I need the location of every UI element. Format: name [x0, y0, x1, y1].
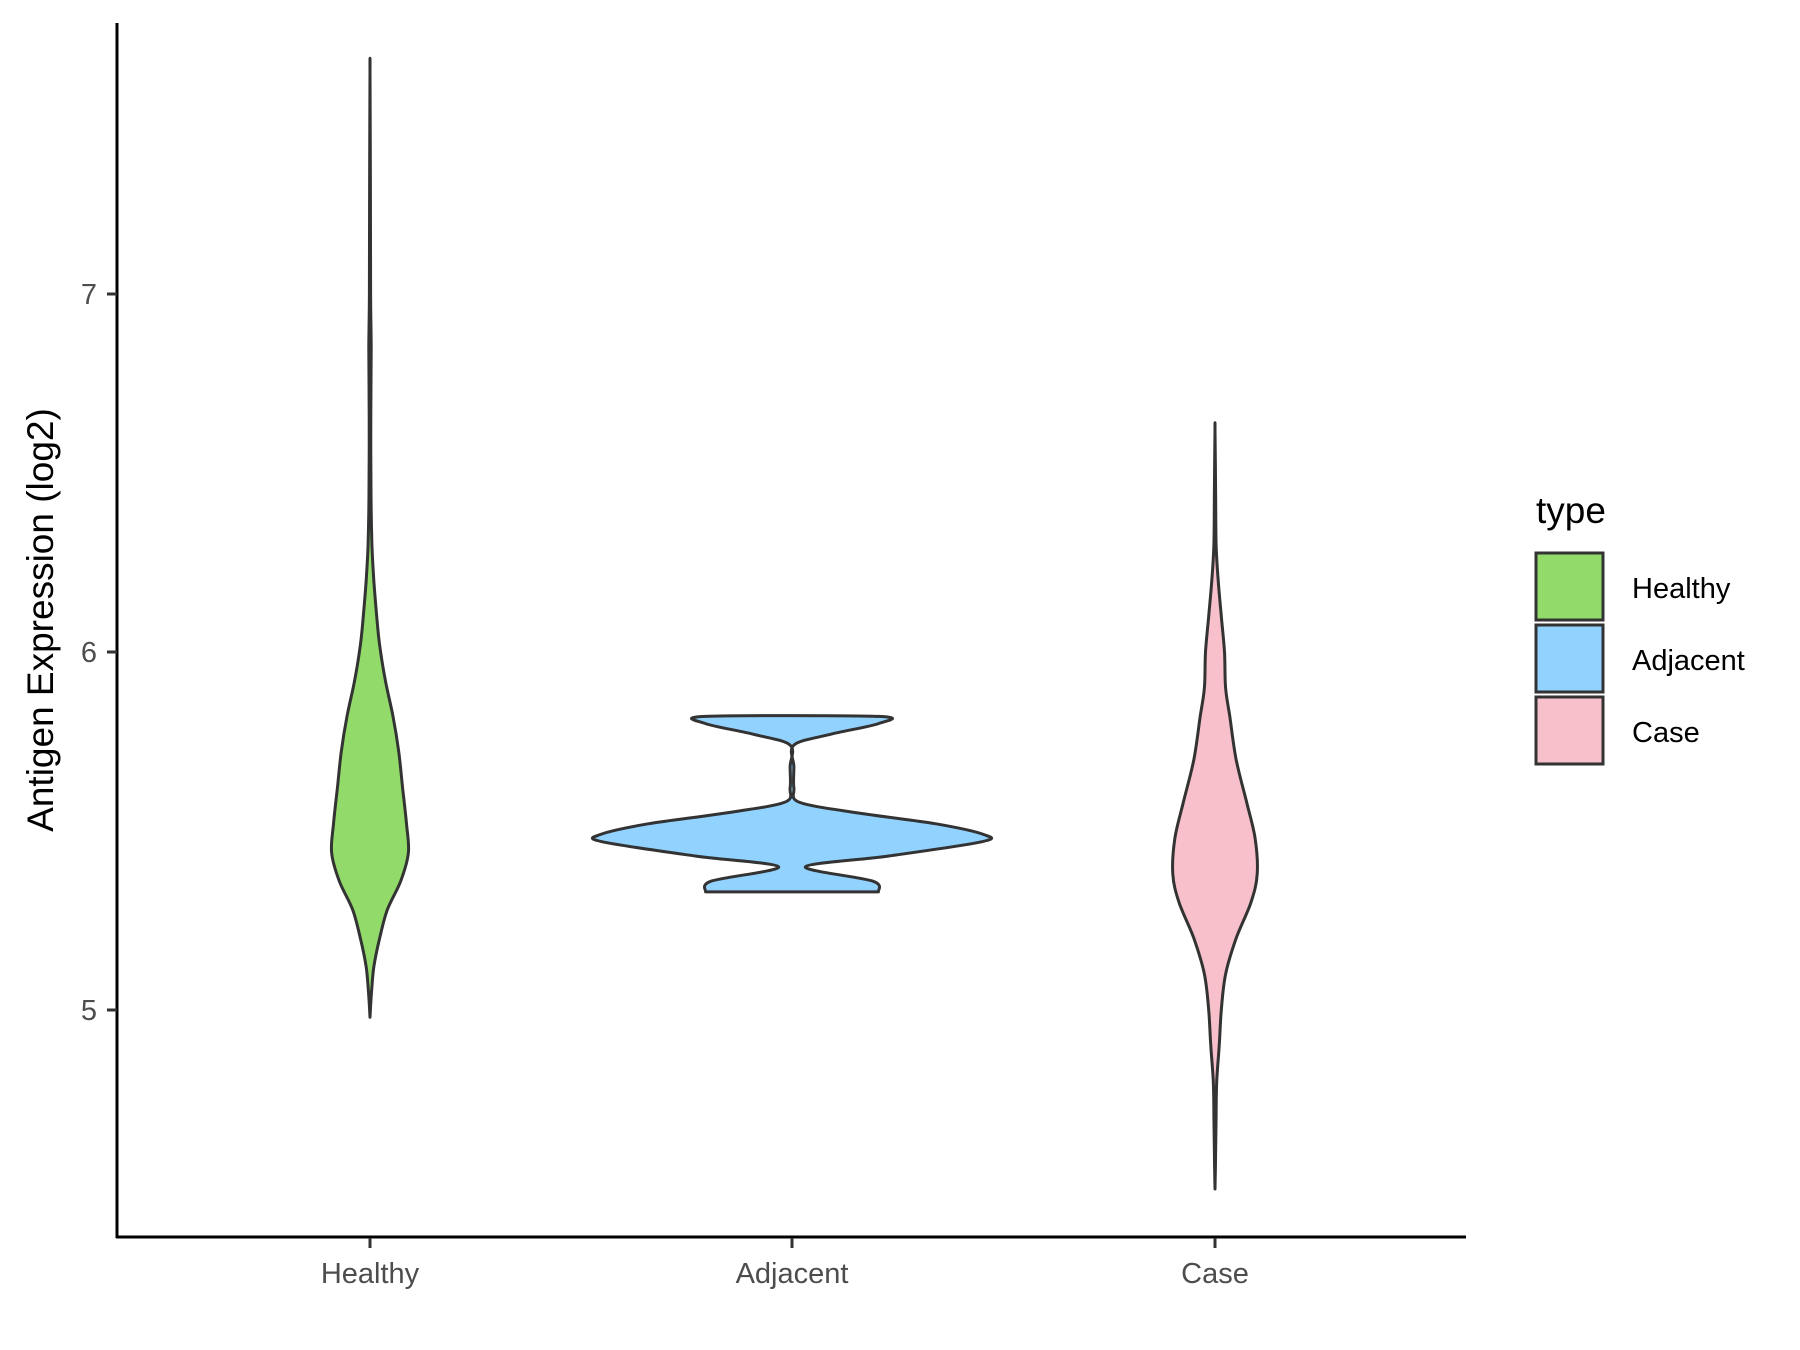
legend-label: Healthy — [1632, 573, 1731, 605]
legend-key-healthy — [1534, 551, 1605, 622]
violin-layer — [329, 56, 1259, 1191]
legend: type Healthy Adjacent Case — [1534, 490, 1745, 766]
violin-adjacent — [590, 714, 994, 894]
legend-key-case — [1534, 695, 1605, 766]
x-tick-label: Case — [1181, 1258, 1249, 1290]
legend-label: Adjacent — [1632, 645, 1745, 677]
legend-label: Case — [1632, 717, 1700, 749]
y-tick-label: 7 — [81, 279, 97, 311]
y-tick-label: 5 — [81, 995, 97, 1027]
y-ticks: 5 6 7 — [81, 279, 117, 1027]
legend-title: type — [1536, 490, 1606, 531]
violin-case — [1171, 421, 1259, 1191]
x-ticks: Healthy Adjacent Case — [321, 1238, 1249, 1290]
y-tick-label: 6 — [81, 637, 97, 669]
axes — [115, 23, 1466, 1239]
x-tick-label: Healthy — [321, 1258, 420, 1290]
x-tick-label: Adjacent — [736, 1258, 849, 1290]
y-axis-title: Antigen Expression (log2) — [20, 408, 61, 832]
violin-healthy — [329, 56, 411, 1019]
legend-key-adjacent — [1534, 623, 1605, 694]
